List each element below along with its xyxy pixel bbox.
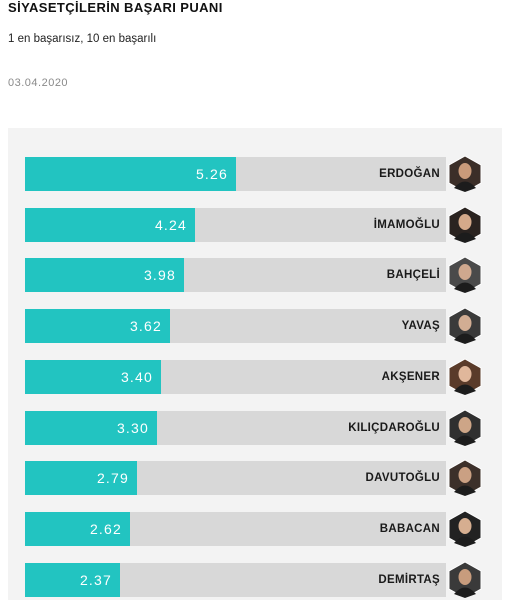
bar-track: 5.26 ERDOĞAN [25, 157, 446, 191]
portrait-icon [448, 307, 482, 345]
chart-panel: 5.26 ERDOĞAN 4.24 İMAMOĞLU 3.98 BAHÇELİ 3.62 YA… [8, 128, 502, 600]
bar-value-label: 3.62 [129, 318, 162, 334]
bar-value-label: 3.30 [116, 420, 149, 436]
bar [25, 461, 137, 495]
bar [25, 360, 161, 394]
portrait-icon [448, 510, 482, 548]
bar-track: 4.24 İMAMOĞLU [25, 208, 446, 242]
category-label: DAVUTOĞLU [365, 472, 440, 484]
bar [25, 309, 170, 343]
bar-value-label: 2.62 [89, 521, 122, 537]
portrait-icon [448, 561, 482, 599]
bar-track: 3.62 YAVAŞ [25, 309, 446, 343]
bar-track: 3.98 BAHÇELİ [25, 258, 446, 292]
bar [25, 157, 236, 191]
bar [25, 411, 157, 445]
category-label: BAHÇELİ [386, 269, 440, 281]
bar-track: 2.37 DEMİRTAŞ [25, 563, 446, 597]
bar-track: 3.40 AKŞENER [25, 360, 446, 394]
bar-track: 2.79 DAVUTOĞLU [25, 461, 446, 495]
bar-value-label: 2.79 [96, 470, 129, 486]
category-label: BABACAN [379, 523, 440, 535]
chart-subtitle: 1 en başarısız, 10 en başarılı [8, 33, 157, 45]
bar-value-label: 3.40 [120, 369, 153, 385]
bar-track: 2.62 BABACAN [25, 512, 446, 546]
portrait-icon [448, 206, 482, 244]
bar [25, 258, 184, 292]
portrait-icon [448, 409, 482, 447]
category-label: DEMİRTAŞ [378, 574, 440, 586]
bar [25, 512, 130, 546]
category-label: KILIÇDAROĞLU [348, 422, 440, 434]
bar-value-label: 2.37 [79, 572, 112, 588]
bar-value-label: 4.24 [154, 217, 187, 233]
portrait-icon [448, 459, 482, 497]
chart-title: SİYASETÇİLERİN BAŞARI PUANI [8, 0, 223, 15]
portrait-icon [448, 358, 482, 396]
category-label: ERDOĞAN [379, 168, 440, 180]
bar-track: 3.30 KILIÇDAROĞLU [25, 411, 446, 445]
category-label: İMAMOĞLU [373, 219, 440, 231]
portrait-icon [448, 155, 482, 193]
category-label: AKŞENER [381, 371, 440, 383]
category-label: YAVAŞ [401, 320, 440, 332]
bar [25, 563, 120, 597]
publish-date: 03.04.2020 [8, 77, 69, 89]
portrait-icon [448, 256, 482, 294]
bar [25, 208, 195, 242]
bar-value-label: 3.98 [143, 267, 176, 283]
bar-value-label: 5.26 [195, 166, 228, 182]
